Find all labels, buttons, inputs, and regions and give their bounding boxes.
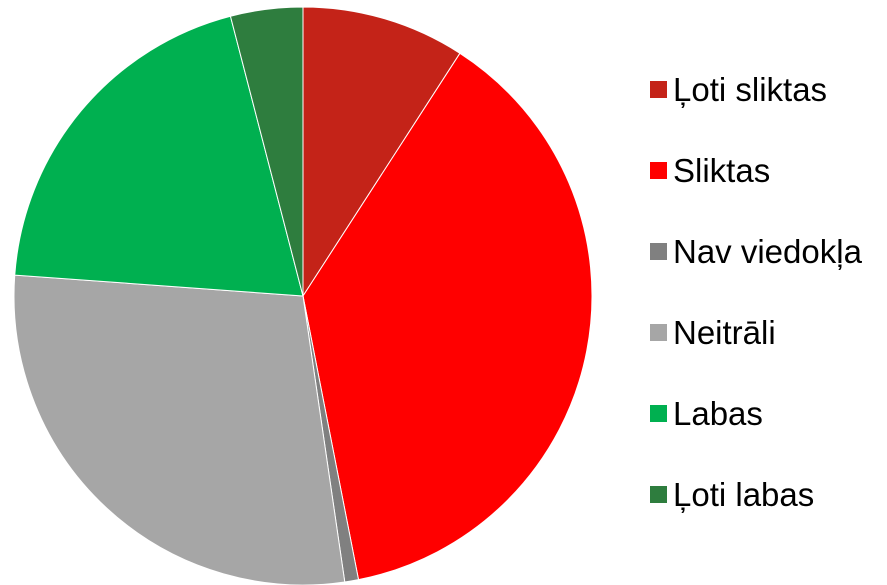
legend: Ļoti sliktas Sliktas Nav viedokļa Neitrā… (650, 62, 885, 548)
legend-item-sliktas: Sliktas (650, 143, 885, 197)
pie-slice-5 (14, 15, 304, 297)
legend-swatch (650, 485, 667, 503)
legend-label: Labas (673, 394, 763, 432)
pie-slice-4 (13, 274, 346, 585)
pie-slice-1 (302, 6, 461, 298)
pie-slice-2 (302, 52, 593, 581)
legend-item-labas: Labas (650, 386, 885, 440)
legend-label: Ļoti labas (673, 475, 815, 513)
legend-item-loti-labas: Ļoti labas (650, 467, 885, 521)
legend-label: Neitrāli (673, 313, 776, 351)
legend-label: Ļoti sliktas (673, 70, 828, 108)
legend-item-loti-sliktas: Ļoti sliktas (650, 62, 885, 116)
legend-swatch (650, 323, 667, 341)
pie-slice-6 (229, 6, 304, 297)
legend-swatch (650, 80, 667, 98)
legend-swatch (650, 161, 667, 179)
legend-item-neitrali: Neitrāli (650, 305, 885, 359)
legend-label: Nav viedokļa (673, 232, 862, 270)
legend-item-nav-viedokla: Nav viedokļa (650, 224, 885, 278)
legend-label: Sliktas (673, 151, 771, 189)
legend-swatch (650, 242, 667, 260)
legend-swatch (650, 404, 667, 422)
